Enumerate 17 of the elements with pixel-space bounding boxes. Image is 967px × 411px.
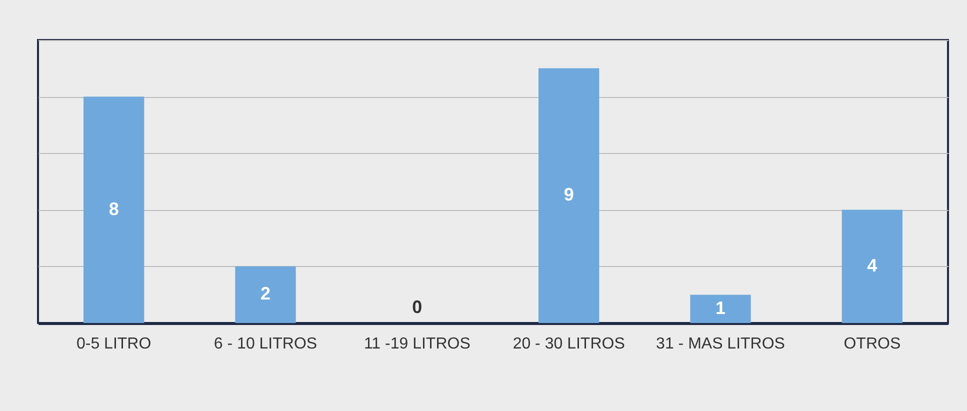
bar: [235, 266, 296, 323]
x-tick-label: 11 -19 LITROS: [364, 336, 470, 352]
data-label: 9: [564, 184, 574, 205]
bar: [84, 96, 144, 323]
x-tick-label: OTROS: [844, 336, 901, 352]
x-tick-label: 31 - MAS LITROS: [656, 336, 785, 352]
x-tick-label: 6 - 10 LITROS: [214, 336, 318, 352]
bar: [690, 294, 751, 323]
x-tick-label: 20 - 30 LITROS: [512, 336, 625, 352]
x-tick-label: 0-5 LITRO: [76, 336, 152, 352]
data-label: 0: [412, 297, 422, 317]
data-label: 8: [108, 198, 119, 219]
data-label: 2: [260, 284, 271, 304]
bar: [842, 210, 902, 323]
bar: [538, 68, 600, 323]
data-label: 1: [715, 298, 726, 318]
data-label: 4: [867, 255, 878, 276]
